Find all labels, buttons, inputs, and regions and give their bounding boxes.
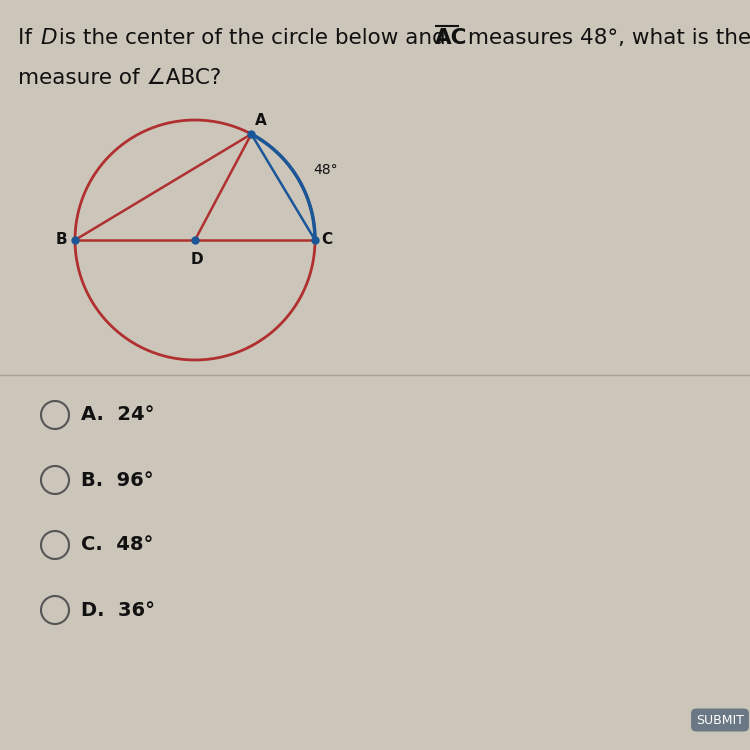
- Text: 48°: 48°: [314, 163, 338, 177]
- Text: A.  24°: A. 24°: [81, 406, 154, 424]
- Text: SUBMIT: SUBMIT: [696, 713, 744, 727]
- Text: C.  48°: C. 48°: [81, 536, 153, 554]
- Text: D.  36°: D. 36°: [81, 601, 155, 619]
- Text: B: B: [56, 232, 67, 248]
- Text: C: C: [321, 232, 332, 248]
- Text: D: D: [190, 252, 203, 267]
- Text: is the center of the circle below and: is the center of the circle below and: [52, 28, 452, 48]
- Text: A: A: [255, 113, 267, 128]
- Text: B.  96°: B. 96°: [81, 470, 154, 490]
- Text: measures 48°, what is the: measures 48°, what is the: [461, 28, 750, 48]
- Text: measure of ∠ABC?: measure of ∠ABC?: [18, 68, 221, 88]
- Text: AC: AC: [435, 28, 467, 48]
- Text: If: If: [18, 28, 39, 48]
- Text: D: D: [40, 28, 56, 48]
